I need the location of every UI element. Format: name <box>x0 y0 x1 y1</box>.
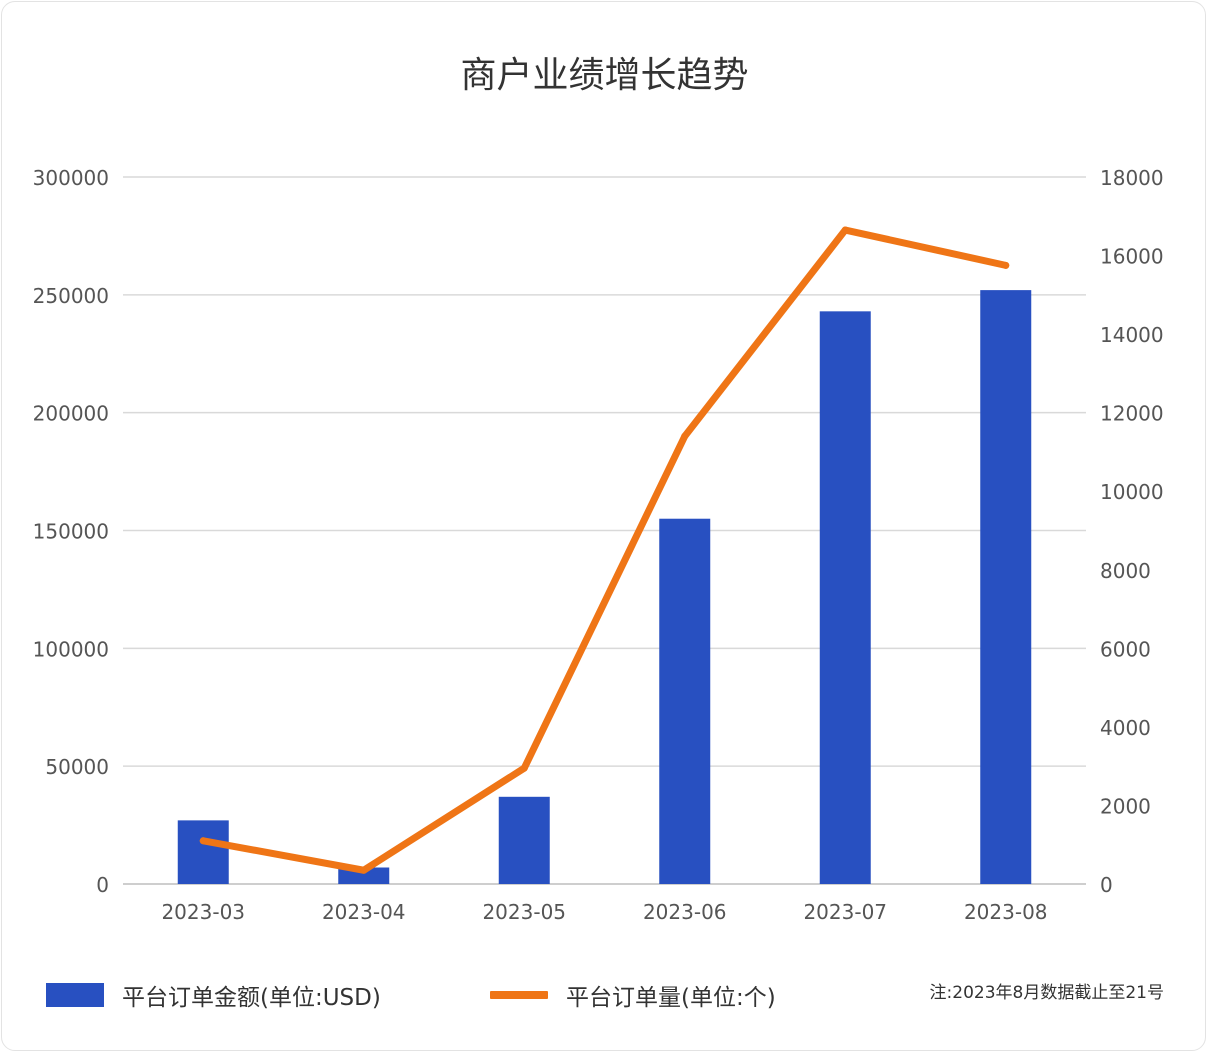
x-tick-label: 2023-04 <box>322 900 406 924</box>
legend-item-amount: 平台订单金额(单位:USD) <box>46 978 381 1012</box>
line-point <box>520 764 528 772</box>
series-line <box>199 226 1010 874</box>
line-point <box>841 226 849 234</box>
y-left-tick-label: 300000 <box>33 166 109 190</box>
y-right-tick-label: 10000 <box>1100 480 1164 504</box>
y-left-tick-label: 0 <box>96 873 109 897</box>
y-right-tick-label: 12000 <box>1100 402 1164 426</box>
x-tick-label: 2023-03 <box>161 900 245 924</box>
bar <box>819 311 871 885</box>
bar <box>498 796 550 884</box>
y-right-tick-label: 18000 <box>1100 166 1164 190</box>
x-tick-label: 2023-05 <box>482 900 566 924</box>
bar <box>338 867 390 884</box>
legend-item-orders: 平台订单量(单位:个) <box>490 978 776 1012</box>
y-right-tick-label: 6000 <box>1100 637 1151 661</box>
footnote: 注:2023年8月数据截止至21号 <box>929 983 1164 1003</box>
legend-label-orders: 平台订单量(单位:个) <box>566 985 776 1011</box>
y-left-tick-label: 200000 <box>33 402 109 426</box>
line-point <box>681 432 689 440</box>
y-right-tick-label: 4000 <box>1100 716 1151 740</box>
y-left-tick-label: 150000 <box>33 520 109 544</box>
y-left-tick-label: 50000 <box>45 755 109 779</box>
y-right-tick-label: 0 <box>1100 873 1113 897</box>
x-tick-label: 2023-07 <box>803 900 887 924</box>
line-point <box>199 837 207 845</box>
y-right-tick-label: 16000 <box>1100 245 1164 269</box>
x-tick-label: 2023-08 <box>964 900 1048 924</box>
bar <box>980 290 1032 884</box>
bar <box>659 518 711 884</box>
legend-swatch-line <box>490 991 548 999</box>
line-point <box>360 866 368 874</box>
chart-title: 商户业绩增长趋势 <box>460 55 749 96</box>
legend-swatch-bar <box>46 983 104 1007</box>
y-left-tick-label: 100000 <box>33 637 109 661</box>
y-left-tick-label: 250000 <box>33 284 109 308</box>
y-right-tick-label: 2000 <box>1100 794 1151 818</box>
y-right-tick-label: 14000 <box>1100 323 1164 347</box>
bar <box>177 820 229 884</box>
line-point <box>1002 261 1010 269</box>
legend-label-amount: 平台订单金额(单位:USD) <box>122 985 381 1011</box>
x-tick-label: 2023-06 <box>643 900 727 924</box>
y-right-tick-label: 8000 <box>1100 559 1151 583</box>
